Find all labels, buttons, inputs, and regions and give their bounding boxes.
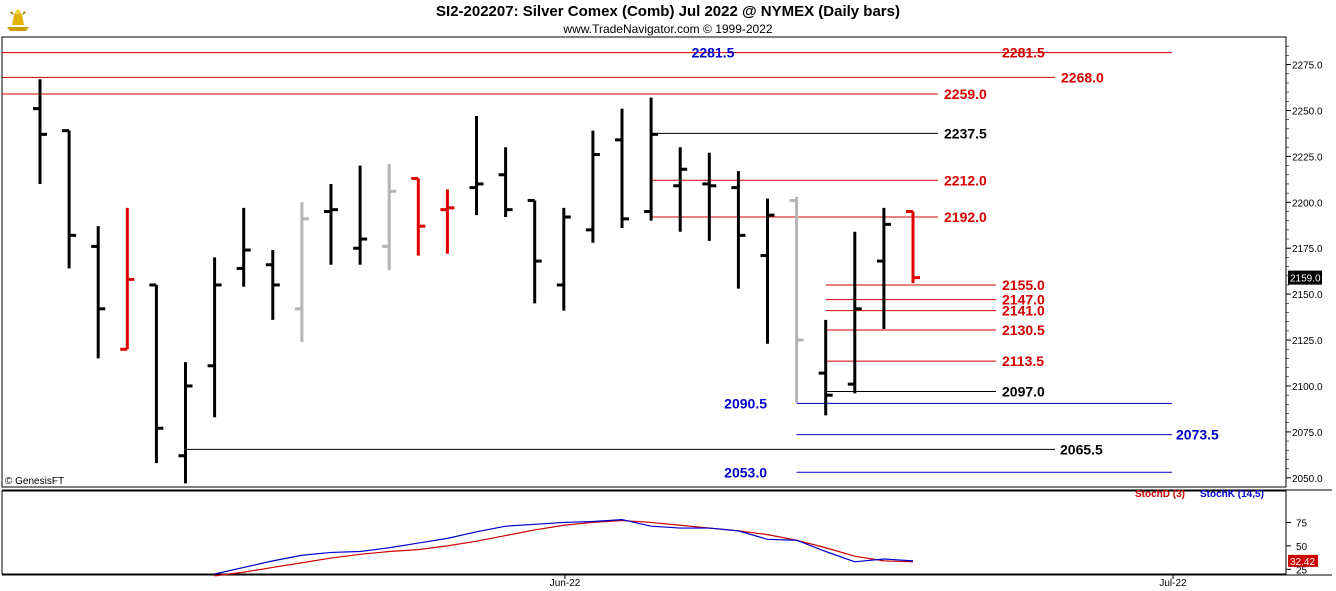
ohlc-bar (236, 207, 251, 287)
level-label: 2237.5 (944, 125, 987, 141)
price-tick-label: 2200.0 (1292, 198, 1323, 209)
ohlc-bar (498, 147, 513, 217)
ohlc-bar (906, 209, 920, 284)
last-price-label: 2159.0 (1290, 274, 1321, 285)
ohlc-bar (294, 202, 309, 342)
ohlc-bar (353, 165, 368, 265)
ohlc-bar (702, 152, 717, 241)
level-label: 2141.0 (1002, 303, 1045, 319)
level-label: 2130.5 (1002, 322, 1045, 338)
last-price-box (1288, 270, 1322, 285)
ohlc-bar (585, 130, 600, 243)
ohlc-bar (673, 147, 688, 232)
chart-title: SI2-202207: Silver Comex (Comb) Jul 2022… (436, 3, 900, 20)
level-label: 2113.5 (1002, 353, 1044, 369)
ohlc-bar (731, 171, 746, 289)
copyright-text: © GenesisFT (5, 476, 64, 487)
ohlc-bar (527, 198, 542, 304)
stoch-panel-frame (1, 490, 1287, 575)
ohlc-bar (615, 108, 629, 229)
ohlc-bar (876, 207, 891, 330)
ohlc-bar (62, 129, 77, 269)
level-label: 2053.0 (724, 464, 767, 480)
ohlc-bar (265, 250, 280, 320)
ohlc-bar (207, 257, 222, 418)
bull-bear-logo-icon (4, 3, 32, 33)
stoch-last-label: 32.42 (1290, 557, 1315, 568)
price-tick-label: 2100.0 (1292, 382, 1323, 393)
ohlc-bar (91, 226, 106, 359)
legend-stoch-k: StochK (14,5) (1200, 489, 1264, 500)
level-label: 2281.5 (1002, 45, 1045, 61)
ohlc-bar (847, 231, 862, 394)
level-label: 2090.5 (724, 395, 767, 411)
time-tick-label: Jun-22 (550, 578, 581, 589)
ohlc-bar (149, 283, 164, 464)
level-label: 2212.0 (944, 172, 987, 188)
price-panel-frame (1, 36, 1287, 488)
ohlc-bar (760, 198, 775, 344)
stoch-tick-label: 25 (1296, 565, 1308, 576)
price-bars (33, 79, 920, 484)
stochastic-panel: 25 50 75 StochD (3) StochK (14,5) 32.42 (214, 489, 1318, 577)
ohlc-bar (789, 196, 804, 403)
time-tick-label: Jul-22 (1159, 578, 1187, 589)
ohlc-bar (411, 176, 426, 256)
level-label: 2192.0 (944, 209, 987, 225)
price-tick-label: 2225.0 (1292, 152, 1323, 163)
ohlc-bar (178, 362, 193, 484)
level-label: 2065.5 (1060, 441, 1103, 457)
ohlc-bar (644, 97, 659, 221)
stoch-series-line (214, 519, 914, 575)
price-axis: 2050.0 2075.0 2100.0 2125.0 2150.0 2175.0 2200… (1286, 45, 1323, 485)
level-label: 2259.0 (944, 86, 987, 102)
level-label: 2281.5 (692, 45, 735, 61)
price-tick-label: 2150.0 (1292, 290, 1323, 301)
chart-subtitle: www.TradeNavigator.com © 1999-2022 (563, 22, 773, 36)
price-tick-label: 2175.0 (1292, 244, 1323, 255)
ohlc-bar (33, 79, 47, 184)
price-tick-label: 2050.0 (1292, 474, 1323, 485)
price-tick-label: 2250.0 (1292, 106, 1323, 117)
ohlc-bar (440, 189, 455, 254)
level-label: 2147.0 (1002, 292, 1045, 308)
ohlc-bar (382, 163, 397, 271)
ohlc-bar (120, 207, 135, 351)
level-label: 2097.0 (1002, 383, 1045, 399)
stoch-last-box (1288, 554, 1318, 567)
ohlc-bar (324, 183, 338, 265)
stoch-series-line (214, 519, 914, 577)
stoch-tick-label: 50 (1296, 542, 1308, 553)
chart-frames (1, 36, 1332, 576)
ohlc-bar (556, 207, 571, 311)
stoch-tick-label: 75 (1296, 518, 1308, 529)
price-tick-label: 2125.0 (1292, 336, 1323, 347)
level-label: 2155.0 (1002, 277, 1045, 293)
ohlc-bar (469, 115, 484, 216)
time-axis: Jun-22 Jul-22 (550, 575, 1187, 589)
level-label: 2073.5 (1176, 427, 1219, 443)
price-tick-label: 2275.0 (1292, 61, 1323, 72)
legend-stoch-d: StochD (3) (1135, 489, 1185, 500)
level-label: 2268.0 (1061, 69, 1104, 85)
ohlc-bar (818, 319, 833, 416)
price-tick-label: 2075.0 (1292, 428, 1323, 439)
